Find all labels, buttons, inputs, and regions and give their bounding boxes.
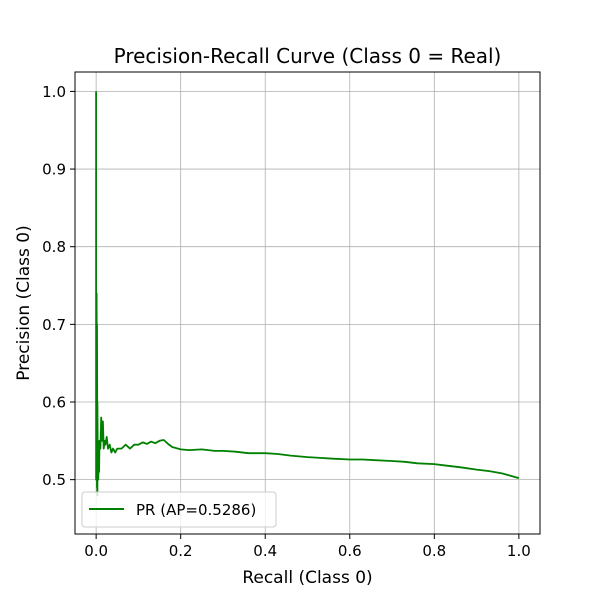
- y-tick-label: 1.0: [42, 83, 66, 101]
- y-tick-label: 0.9: [42, 161, 66, 179]
- x-tick-label: 0.8: [422, 542, 446, 560]
- plot-frame: [74, 71, 541, 535]
- x-axis-label: Recall (Class 0): [242, 568, 372, 588]
- x-tick-label: 0.2: [169, 542, 193, 560]
- grid: [75, 72, 540, 534]
- y-tick-label: 0.5: [42, 471, 66, 489]
- y-tick-label: 0.6: [42, 394, 66, 412]
- legend: PR (AP=0.5286): [81, 491, 277, 528]
- y-tick-label: 0.8: [42, 238, 66, 256]
- x-tick-label: 0.4: [253, 542, 277, 560]
- series-layer: [95, 91, 520, 497]
- y-axis-label: Precision (Class 0): [14, 225, 34, 380]
- ticks: 0.0 0.2 0.4 0.6 0.8 1.0 0.5 0.6 0.7 0.8 0.9 1.0: [42, 83, 531, 560]
- pr-curve-line: [95, 91, 520, 497]
- x-tick-label: 0.0: [84, 542, 108, 560]
- x-tick-label: 0.6: [338, 542, 362, 560]
- legend-label: PR (AP=0.5286): [136, 501, 256, 519]
- y-tick-label: 0.7: [42, 316, 66, 334]
- chart-title: Precision-Recall Curve (Class 0 = Real): [114, 44, 502, 68]
- x-tick-label: 1.0: [507, 542, 531, 560]
- legend-box: [81, 491, 277, 528]
